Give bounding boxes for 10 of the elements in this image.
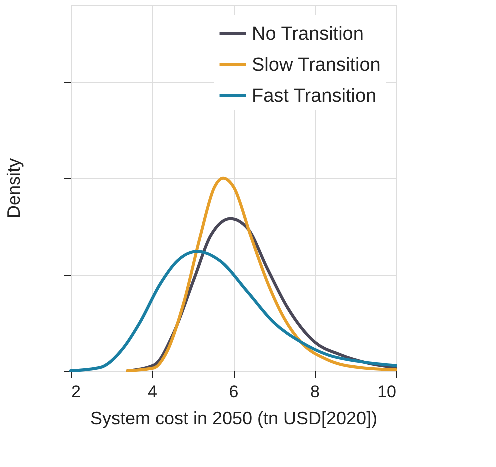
x-tick-label: 8 xyxy=(310,382,320,402)
legend-label: Slow Transition xyxy=(252,55,381,76)
x-axis-title: System cost in 2050 (tn USD[2020]) xyxy=(90,408,378,428)
x-tick-label: 6 xyxy=(229,382,239,402)
x-tick-label: 10 xyxy=(378,382,396,402)
x-tick-label: 4 xyxy=(148,382,158,402)
x-tick-label: 2 xyxy=(72,382,81,402)
legend-label: No Transition xyxy=(252,24,364,45)
y-axis-title: Density xyxy=(4,158,24,219)
legend-label: Fast Transition xyxy=(252,86,377,107)
